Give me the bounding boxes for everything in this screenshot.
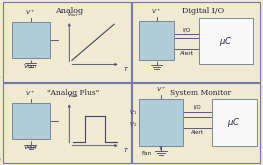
Text: $T$: $T$ — [123, 65, 129, 73]
Text: Alert: Alert — [191, 130, 204, 135]
Bar — [199, 18, 253, 64]
Bar — [12, 103, 50, 139]
Text: $\mu C$: $\mu C$ — [227, 116, 241, 129]
Text: $V_2$: $V_2$ — [129, 120, 137, 129]
Text: $V^+$: $V^+$ — [26, 8, 36, 17]
Bar — [212, 99, 256, 146]
Text: $V_{OUT}$: $V_{OUT}$ — [23, 143, 39, 152]
Text: "Analog Plus": "Analog Plus" — [47, 89, 99, 97]
Text: $V_1$: $V_1$ — [129, 108, 137, 116]
Bar — [139, 21, 174, 60]
Text: $v_{out}$: $v_{out}$ — [67, 11, 78, 18]
Text: Alert: Alert — [180, 51, 194, 56]
Bar — [139, 99, 184, 146]
Text: System Monitor: System Monitor — [170, 89, 231, 97]
Text: (b): (b) — [0, 155, 1, 162]
Text: $V_{out}$: $V_{out}$ — [67, 91, 79, 100]
Text: I/O: I/O — [194, 105, 201, 110]
Bar — [12, 22, 50, 58]
Text: $V^+$: $V^+$ — [26, 89, 36, 98]
Text: Analog: Analog — [55, 7, 83, 15]
Text: Digital I/O: Digital I/O — [181, 7, 224, 15]
Text: I/O: I/O — [183, 27, 191, 32]
Text: $T$: $T$ — [123, 147, 129, 154]
Text: Fan: Fan — [141, 151, 151, 156]
Text: $\mu C$: $\mu C$ — [219, 34, 232, 48]
Text: $V^+$: $V^+$ — [151, 7, 162, 16]
Text: $V^+$: $V^+$ — [156, 85, 166, 94]
Text: (a): (a) — [0, 74, 1, 81]
Text: $V_{OUT}$: $V_{OUT}$ — [23, 62, 39, 71]
